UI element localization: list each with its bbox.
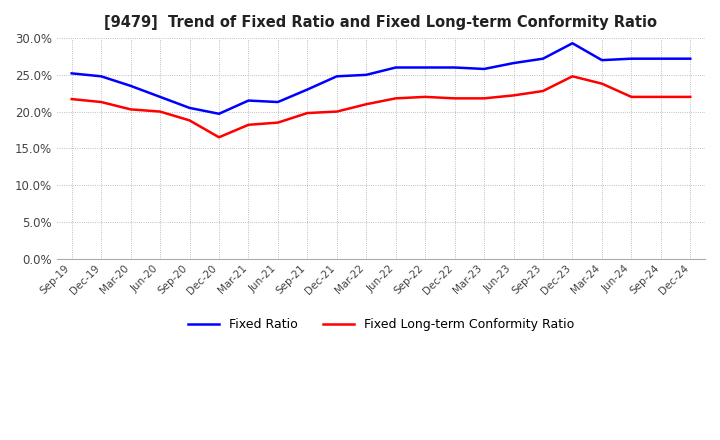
Fixed Ratio [450,65,459,70]
Line: Fixed Ratio: Fixed Ratio [72,43,690,114]
Fixed Long-term Conformity Ratio [362,102,371,107]
Fixed Long-term Conformity Ratio [480,96,488,101]
Legend: Fixed Ratio, Fixed Long-term Conformity Ratio: Fixed Ratio, Fixed Long-term Conformity … [183,313,580,336]
Fixed Long-term Conformity Ratio [274,120,282,125]
Fixed Ratio [156,94,164,99]
Fixed Long-term Conformity Ratio [126,107,135,112]
Fixed Ratio [126,83,135,88]
Fixed Long-term Conformity Ratio [303,110,312,116]
Fixed Long-term Conformity Ratio [185,118,194,123]
Fixed Ratio [539,56,547,61]
Title: [9479]  Trend of Fixed Ratio and Fixed Long-term Conformity Ratio: [9479] Trend of Fixed Ratio and Fixed Lo… [104,15,657,30]
Fixed Ratio [244,98,253,103]
Fixed Long-term Conformity Ratio [215,135,223,140]
Fixed Long-term Conformity Ratio [68,96,76,102]
Fixed Ratio [392,65,400,70]
Fixed Ratio [185,105,194,110]
Fixed Ratio [568,40,577,46]
Fixed Ratio [480,66,488,72]
Fixed Ratio [627,56,636,61]
Fixed Ratio [274,99,282,105]
Fixed Long-term Conformity Ratio [598,81,606,86]
Fixed Ratio [686,56,695,61]
Fixed Ratio [421,65,430,70]
Fixed Ratio [362,72,371,77]
Fixed Ratio [97,73,106,79]
Fixed Ratio [68,71,76,76]
Fixed Long-term Conformity Ratio [333,109,341,114]
Fixed Long-term Conformity Ratio [568,73,577,79]
Fixed Ratio [215,111,223,117]
Fixed Long-term Conformity Ratio [657,94,665,99]
Fixed Long-term Conformity Ratio [156,109,164,114]
Fixed Long-term Conformity Ratio [450,96,459,101]
Fixed Ratio [303,87,312,92]
Fixed Ratio [598,58,606,63]
Fixed Long-term Conformity Ratio [539,88,547,94]
Fixed Long-term Conformity Ratio [244,122,253,128]
Fixed Long-term Conformity Ratio [509,93,518,98]
Fixed Long-term Conformity Ratio [97,99,106,105]
Fixed Long-term Conformity Ratio [686,94,695,99]
Line: Fixed Long-term Conformity Ratio: Fixed Long-term Conformity Ratio [72,76,690,137]
Fixed Ratio [333,73,341,79]
Fixed Ratio [657,56,665,61]
Fixed Ratio [509,60,518,66]
Fixed Long-term Conformity Ratio [627,94,636,99]
Fixed Long-term Conformity Ratio [421,94,430,99]
Fixed Long-term Conformity Ratio [392,96,400,101]
